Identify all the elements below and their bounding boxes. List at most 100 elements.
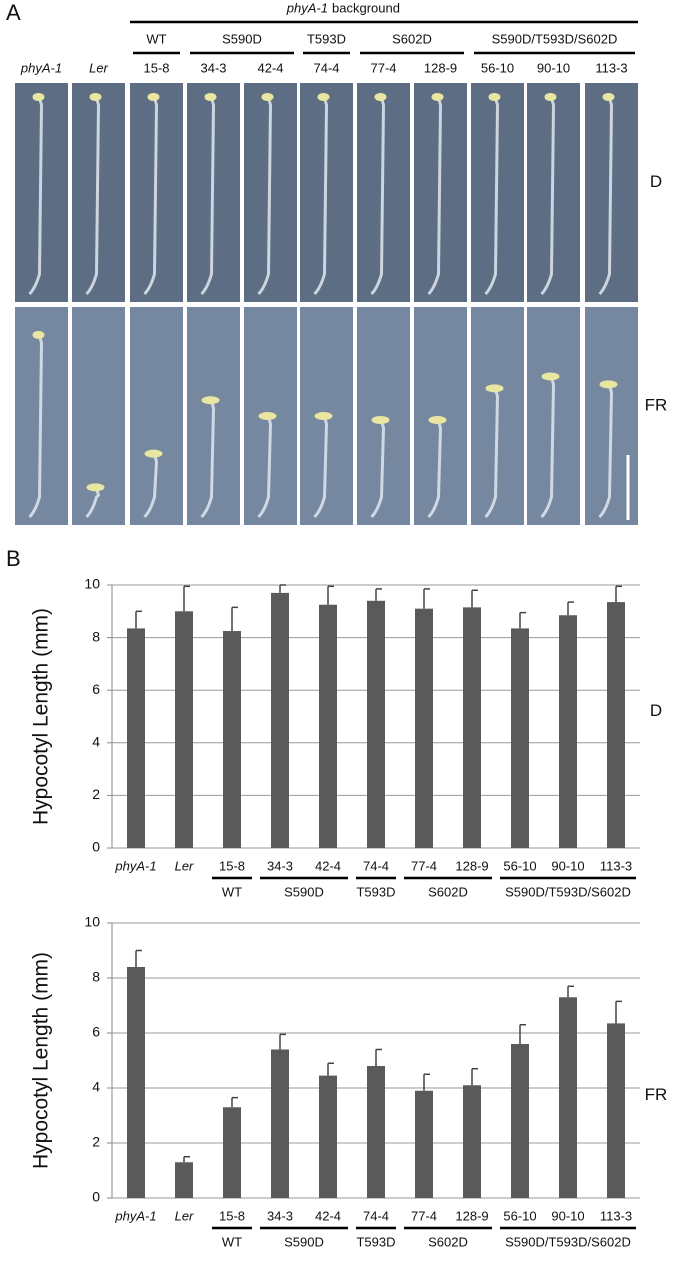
group-label: S590D/T593D/S602D xyxy=(505,1234,631,1249)
header-italic: phyA-1 xyxy=(286,0,328,15)
cotyledon xyxy=(314,412,333,421)
bar xyxy=(511,628,529,848)
cotyledon xyxy=(431,93,444,101)
bar xyxy=(415,608,433,848)
cotyledon xyxy=(144,449,163,458)
bar xyxy=(223,631,241,848)
x-tick-label: 90-10 xyxy=(551,1208,584,1223)
x-tick-label: phyA-1 xyxy=(114,1208,156,1223)
group-label: WT xyxy=(222,1234,242,1249)
group-label: S590D/T593D/S602D xyxy=(492,31,618,46)
line-label: 90-10 xyxy=(537,60,570,75)
bar xyxy=(175,611,193,848)
panel-label: A xyxy=(6,0,21,25)
seedling-photo xyxy=(414,307,467,525)
cotyledon xyxy=(261,93,274,101)
bar xyxy=(511,1044,529,1198)
group-label: T593D xyxy=(356,884,395,899)
line-label: 77-4 xyxy=(370,60,396,75)
cotyledon xyxy=(201,396,220,405)
x-tick-label: 34-3 xyxy=(267,1208,293,1223)
bar xyxy=(463,607,481,848)
line-label: 113-3 xyxy=(595,60,627,75)
line-label: 15-8 xyxy=(143,60,169,75)
bar xyxy=(415,1090,433,1198)
cotyledon xyxy=(317,93,330,101)
bar xyxy=(127,967,145,1198)
x-tick-label: 56-10 xyxy=(503,858,536,873)
line-label: 42-4 xyxy=(257,60,283,75)
x-tick-label: 77-4 xyxy=(411,1208,437,1223)
x-tick-label: 77-4 xyxy=(411,858,437,873)
x-tick-label: 42-4 xyxy=(315,858,341,873)
panel-label: B xyxy=(6,546,21,571)
bar xyxy=(607,1023,625,1198)
y-tick-label: 10 xyxy=(84,914,100,930)
x-tick-label: 128-9 xyxy=(455,1208,488,1223)
condition-label: D xyxy=(650,701,662,720)
cotyledon xyxy=(544,93,557,101)
y-tick-label: 0 xyxy=(92,839,100,855)
cotyledon xyxy=(32,93,45,101)
bar xyxy=(367,600,385,848)
group-label: WT xyxy=(146,31,166,46)
line-label: Ler xyxy=(89,60,108,75)
header-text: background xyxy=(332,0,400,15)
cotyledon xyxy=(428,416,447,424)
y-tick-label: 10 xyxy=(84,576,100,592)
bar xyxy=(607,602,625,848)
group-label: S602D xyxy=(428,1234,468,1249)
y-tick-label: 4 xyxy=(92,1079,100,1095)
x-tick-label: 74-4 xyxy=(363,858,389,873)
y-tick-label: 8 xyxy=(92,969,100,985)
x-tick-label: Ler xyxy=(175,858,194,873)
cotyledon xyxy=(258,412,277,421)
cotyledon xyxy=(86,483,105,492)
cotyledon xyxy=(89,93,102,101)
x-tick-label: 74-4 xyxy=(363,1208,389,1223)
cotyledon xyxy=(485,384,504,393)
group-label: S590D/T593D/S602D xyxy=(505,884,631,899)
cotyledon xyxy=(488,93,501,101)
x-tick-label: 113-3 xyxy=(600,858,632,873)
x-tick-label: 128-9 xyxy=(455,858,488,873)
bar xyxy=(223,1107,241,1198)
x-tick-label: 34-3 xyxy=(267,858,293,873)
line-label: 128-9 xyxy=(424,60,457,75)
group-label: T593D xyxy=(307,31,346,46)
condition-label: FR xyxy=(645,395,668,414)
seedling-photo xyxy=(357,307,410,525)
y-tick-label: 0 xyxy=(92,1189,100,1205)
y-axis-title: Hypocotyl Length (mm) xyxy=(30,952,53,1169)
seedling-photo xyxy=(130,307,183,525)
bar xyxy=(271,592,289,848)
x-tick-label: 90-10 xyxy=(551,858,584,873)
y-axis-title: Hypocotyl Length (mm) xyxy=(30,608,53,825)
bar xyxy=(127,628,145,848)
bar xyxy=(559,615,577,848)
x-tick-label: 113-3 xyxy=(600,1208,632,1223)
group-label: S602D xyxy=(392,31,432,46)
cotyledon xyxy=(374,93,387,101)
bar xyxy=(559,997,577,1198)
x-tick-label: 15-8 xyxy=(219,1208,245,1223)
group-label: S590D xyxy=(284,884,324,899)
condition-label: FR xyxy=(645,1085,668,1104)
y-tick-label: 8 xyxy=(92,628,100,644)
y-tick-label: 4 xyxy=(92,734,100,750)
condition-label: D xyxy=(650,172,662,191)
line-label: phyA-1 xyxy=(20,60,62,75)
group-label: S590D xyxy=(284,1234,324,1249)
group-label: S590D xyxy=(222,31,262,46)
line-label: 34-3 xyxy=(200,60,226,75)
bar xyxy=(175,1162,193,1198)
y-tick-label: 6 xyxy=(92,1024,100,1040)
bar xyxy=(271,1049,289,1198)
y-tick-label: 2 xyxy=(92,1134,100,1150)
x-tick-label: 42-4 xyxy=(315,1208,341,1223)
y-tick-label: 6 xyxy=(92,681,100,697)
group-label: T593D xyxy=(356,1234,395,1249)
bar xyxy=(319,604,337,848)
cotyledon xyxy=(541,372,560,381)
